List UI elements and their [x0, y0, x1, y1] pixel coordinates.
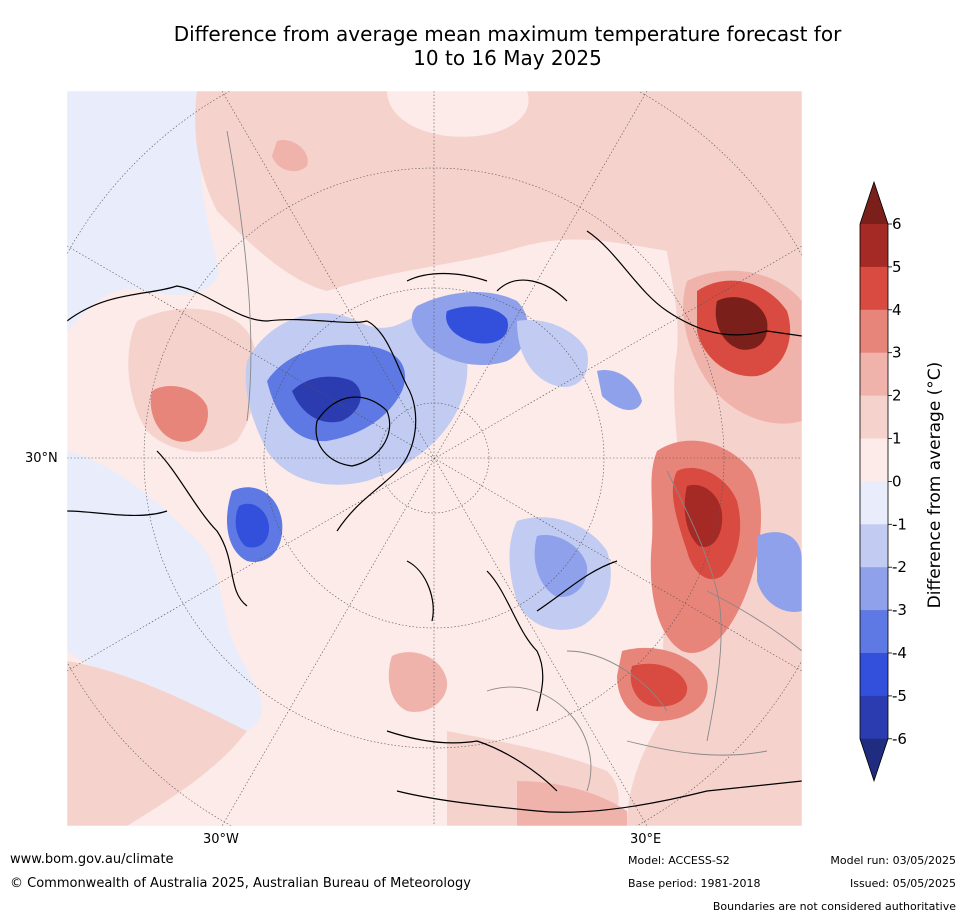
colorbar-bands	[859, 180, 889, 783]
model-text: Model: ACCESS-S2	[628, 854, 730, 867]
colorbar-band	[860, 352, 888, 397]
issued-text: Issued: 05/05/2025	[849, 877, 956, 890]
colorbar-band	[860, 224, 888, 268]
model-run-text: Model run: 03/05/2025	[830, 854, 956, 867]
colorbar-ticks: 6 5 4 3 2 1 0 -1 -2 -3 -4 -5 -6	[888, 215, 907, 748]
colorbar-band	[860, 610, 888, 654]
title-line-2: 10 to 16 May 2025	[413, 46, 602, 70]
colorbar: 6 5 4 3 2 1 0 -1 -2 -3 -4 -5 -6 Difference from aver…	[859, 180, 945, 783]
colorbar-band	[860, 309, 888, 354]
longitude-label-30e: 30°E	[630, 832, 662, 847]
colorbar-tick-label: 0	[892, 472, 902, 490]
colorbar-band	[860, 524, 888, 568]
copyright-text: © Commonwealth of Australia 2025, Austra…	[10, 876, 471, 891]
colorbar-tick-label: -3	[892, 601, 907, 619]
latitude-label-30n: 30°N	[25, 451, 58, 466]
title-line-1: Difference from average mean maximum tem…	[173, 22, 842, 46]
colorbar-tick-label: 6	[892, 215, 902, 233]
colorbar-tick-label: 1	[892, 430, 902, 448]
colorbar-extend-min	[860, 738, 888, 781]
colorbar-extend-max	[860, 182, 888, 224]
base-period-text: Base period: 1981-2018	[628, 877, 761, 890]
colorbar-band	[860, 395, 888, 439]
temperature-anomaly-map	[67, 91, 802, 826]
colorbar-band	[860, 266, 888, 311]
colorbar-label: Difference from average (°C)	[925, 362, 945, 609]
colorbar-tick-label: 5	[892, 258, 902, 276]
colorbar-tick-label: -1	[892, 515, 907, 533]
colorbar-tick-label: -6	[892, 730, 907, 748]
map-title: Difference from average mean maximum tem…	[100, 22, 915, 70]
colorbar-band	[860, 567, 888, 611]
colorbar-band	[860, 481, 888, 525]
website-link[interactable]: www.bom.gov.au/climate	[10, 852, 174, 867]
colorbar-tick-label: -4	[892, 644, 907, 662]
colorbar-tick-label: 4	[892, 301, 902, 319]
colorbar-band	[860, 695, 888, 740]
longitude-label-30w: 30°W	[203, 832, 239, 847]
colorbar-band	[860, 438, 888, 482]
colorbar-tick-label: -5	[892, 687, 907, 705]
colorbar-tick-label: 3	[892, 344, 902, 362]
colorbar-band	[860, 653, 888, 697]
colorbar-tick-label: 2	[892, 387, 902, 405]
colorbar-tick-label: -2	[892, 558, 907, 576]
disclaimer-text: Boundaries are not considered authoritat…	[712, 900, 956, 913]
